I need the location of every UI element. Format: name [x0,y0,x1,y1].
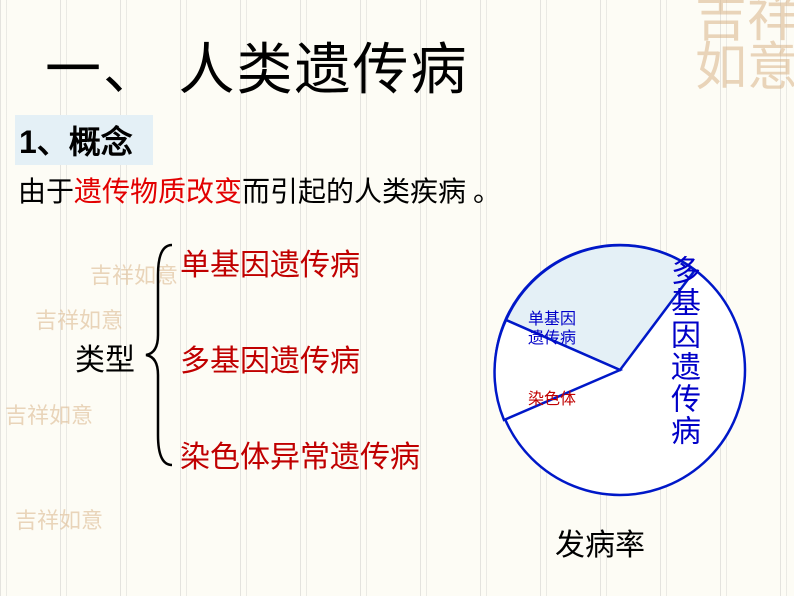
section-subtitle: 1、概念 [15,115,153,165]
seal-decoration-4: 吉祥如意 [15,510,103,532]
type-list: 单基因遗传病 多基因遗传病 染色体异常遗传病 [180,240,420,528]
pie-chart [480,230,760,510]
def-post: 而引起的人类疾病 。 [242,177,501,208]
type-label: 类型 [75,335,135,379]
brace-icon [140,240,180,470]
pie-label-major: 多基因遗传病 [660,255,704,447]
main-title: 一、 人类遗传病 [45,25,469,106]
type-item-2: 多基因遗传病 [180,336,420,380]
definition-text: 由于遗传物质改变而引起的人类疾病 。 [18,170,501,210]
seal-decoration-big: 吉祥如意 [695,0,794,94]
def-emphasis: 遗传物质改变 [74,177,242,208]
pie-label-minor2: 染色体 [528,385,576,409]
type-item-3: 染色体异常遗传病 [180,432,420,476]
seal-decoration-3: 吉祥如意 [5,405,93,427]
type-item-1: 单基因遗传病 [180,240,420,284]
seal-decoration-1: 吉祥如意 [35,310,123,332]
pie-label-minor1: 单基因遗传病 [528,310,576,348]
pie-caption: 发病率 [555,520,645,564]
def-pre: 由于 [18,177,74,208]
